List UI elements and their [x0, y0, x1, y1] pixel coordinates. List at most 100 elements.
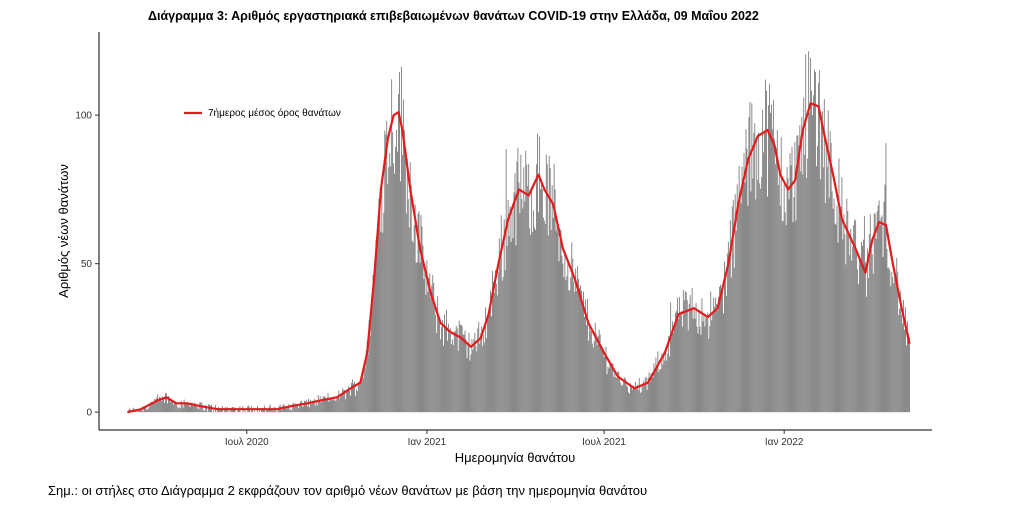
daily-bar: [829, 131, 831, 413]
daily-bar: [715, 297, 717, 413]
daily-bar: [604, 354, 606, 413]
daily-bar: [327, 393, 329, 413]
daily-bar: [271, 409, 273, 413]
daily-bar: [396, 129, 397, 413]
daily-bar: [514, 173, 516, 413]
daily-bar: [691, 288, 693, 413]
daily-bar: [143, 406, 145, 413]
daily-bar: [729, 220, 731, 413]
daily-bar: [544, 223, 546, 413]
daily-bar: [157, 394, 159, 413]
daily-bar: [372, 275, 374, 413]
daily-bar: [658, 371, 660, 413]
daily-bar: [536, 164, 537, 413]
daily-bar: [434, 302, 436, 413]
daily-bar: [814, 69, 815, 413]
daily-bar: [487, 318, 489, 413]
daily-bar: [842, 239, 844, 413]
daily-bar: [599, 334, 601, 413]
daily-bar: [297, 404, 299, 413]
daily-bar: [538, 212, 539, 413]
daily-bar: [360, 382, 362, 413]
daily-bar: [336, 398, 338, 413]
daily-bar: [406, 159, 408, 413]
daily-bar: [377, 220, 379, 413]
daily-bar: [840, 206, 842, 413]
daily-bar: [576, 290, 578, 413]
daily-bar: [647, 378, 649, 413]
daily-bar: [432, 274, 434, 413]
daily-bar: [773, 138, 775, 413]
daily-bar: [574, 291, 576, 413]
daily-bar: [826, 166, 828, 413]
daily-bar: [324, 396, 326, 413]
daily-bar: [277, 410, 279, 413]
daily-bar: [511, 209, 513, 413]
daily-bar: [752, 178, 754, 413]
daily-bar: [746, 148, 748, 413]
y-tick-label: 0: [86, 408, 92, 419]
daily-bar: [867, 277, 869, 413]
daily-bar: [704, 326, 706, 413]
daily-bar: [391, 79, 393, 413]
daily-bar: [634, 381, 636, 413]
daily-bar: [152, 404, 154, 413]
daily-bar: [702, 321, 704, 413]
daily-bar: [696, 326, 698, 413]
daily-bar: [265, 409, 267, 413]
daily-bar: [562, 263, 564, 413]
daily-bar: [295, 403, 297, 413]
daily-bar: [698, 310, 700, 413]
daily-bar: [887, 268, 889, 413]
daily-bar: [624, 377, 626, 413]
daily-bar: [655, 357, 657, 413]
daily-bar: [161, 400, 163, 413]
daily-bar: [766, 90, 767, 413]
daily-bar: [225, 408, 227, 413]
daily-bar: [578, 278, 580, 413]
daily-bar: [301, 400, 303, 413]
daily-bar: [178, 407, 180, 413]
daily-bar: [552, 217, 554, 413]
daily-bar: [367, 354, 369, 413]
x-tick-label: Ιουλ 2020: [225, 437, 269, 448]
daily-bar: [630, 383, 631, 413]
daily-bar: [749, 102, 751, 413]
daily-bar: [524, 201, 526, 413]
daily-bar: [198, 409, 200, 413]
daily-bar: [473, 339, 475, 413]
daily-bar: [865, 296, 867, 413]
daily-bar: [705, 317, 707, 413]
daily-bar: [525, 150, 527, 413]
daily-bar: [468, 332, 470, 413]
daily-bar: [684, 291, 686, 413]
daily-bar: [623, 380, 625, 413]
daily-bar: [191, 402, 193, 413]
daily-bar: [302, 406, 304, 413]
daily-bar: [841, 177, 843, 413]
y-axis-ticks: 0 50 100: [75, 111, 99, 419]
daily-bar: [825, 145, 827, 413]
x-axis-label: Ημερομηνία θανάτου: [455, 450, 576, 465]
daily-bar: [886, 248, 888, 413]
daily-bar: [474, 332, 476, 413]
daily-bar: [558, 261, 560, 413]
daily-bar: [186, 403, 188, 413]
daily-bar: [622, 384, 624, 413]
daily-bar: [480, 333, 482, 413]
daily-bar: [431, 285, 433, 413]
daily-bar: [472, 350, 474, 413]
daily-bar: [730, 277, 732, 413]
daily-bar: [640, 391, 642, 413]
daily-bar: [289, 409, 291, 413]
daily-bar: [493, 292, 495, 413]
daily-bar: [652, 377, 654, 413]
daily-bar: [820, 115, 822, 413]
daily-bar: [405, 213, 407, 413]
daily-bar: [205, 404, 207, 413]
daily-bar: [909, 336, 910, 413]
daily-bar: [668, 336, 670, 413]
daily-bar: [617, 371, 619, 413]
daily-bar: [537, 133, 538, 413]
daily-bar: [353, 383, 354, 413]
